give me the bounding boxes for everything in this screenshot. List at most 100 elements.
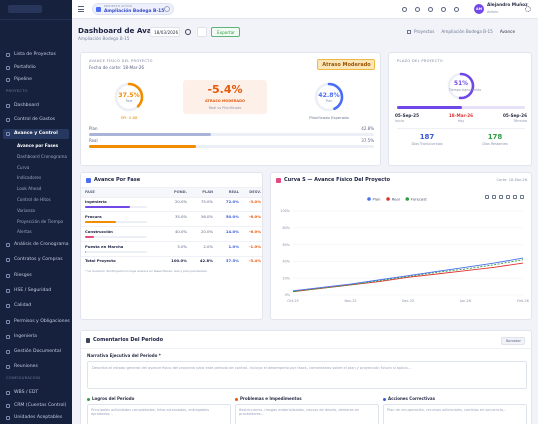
nav-item[interactable]: Dashboard (3, 101, 69, 111)
gauge (314, 82, 344, 112)
field-input[interactable]: Plan de recuperación, recursos adicional… (383, 404, 527, 424)
export-button[interactable]: Exportar (211, 27, 240, 37)
field-input[interactable]: Restricciones, riesgos materializados, c… (235, 404, 379, 424)
gauge-caption: Real (125, 99, 133, 103)
nav-item[interactable]: Dashboard Cronograma (3, 153, 69, 163)
bar-fill (89, 145, 196, 148)
chart-tool[interactable] (513, 195, 517, 199)
table-cell: 72.0% (225, 199, 239, 204)
row-divider (81, 241, 262, 242)
chart-tool[interactable] (499, 195, 503, 199)
nav-item[interactable]: Indicadores (3, 174, 69, 184)
card-icon (86, 338, 90, 343)
nav-item[interactable]: Avance y Control (3, 129, 69, 139)
table-cell: 1.0% (228, 244, 239, 249)
refresh-button[interactable] (197, 27, 207, 37)
legend-swatch (405, 197, 410, 201)
nav-label: Portafolio (14, 64, 36, 70)
chart-cutoff: Corte: 18-Mar-26 (496, 178, 527, 182)
date-input[interactable]: 18/03/2026 (150, 27, 180, 37)
chart-tool[interactable] (520, 195, 524, 199)
card-icon (86, 178, 91, 183)
nav-item[interactable]: Control de Hitos (3, 196, 69, 206)
project-selector[interactable]: PROYECTO ACTIVO Ampliación Bodega B-15 (92, 3, 174, 15)
nav-item[interactable]: Portafolio (3, 63, 69, 73)
nav-label: Avance y Control (14, 131, 58, 136)
card-comments: Comentarios Del Periodo Borrador Narrativa… (80, 330, 532, 424)
field-icon (383, 398, 386, 401)
toolbar-icon[interactable] (441, 7, 446, 12)
breadcrumb-item[interactable]: Proyectos (414, 29, 435, 34)
gauge-arc (114, 82, 144, 112)
nav-item[interactable]: Lista de Proyectos (3, 50, 69, 60)
toolbar-icon[interactable] (428, 7, 433, 12)
days-elapsed: 187 (419, 133, 435, 141)
nav-label: Análisis de Cronograma (14, 242, 69, 247)
nav-label: Riesgos (14, 272, 32, 278)
nav-item[interactable]: Gestión Documental (3, 347, 69, 357)
user-avatar[interactable]: AM (474, 4, 484, 14)
nav-item[interactable]: WBS / EDT (3, 388, 69, 398)
deviation-caption: Real vs Planificado (208, 106, 242, 110)
table-cell: 42.8% (199, 258, 213, 263)
series-line (292, 259, 524, 293)
chart-tool[interactable] (506, 195, 510, 199)
placeholder: Restricciones, riesgos materializados, c… (239, 408, 360, 417)
nav-item[interactable]: Unidades Aceptables (3, 413, 69, 423)
table-cell: -6.0% (248, 214, 261, 219)
nav-item[interactable]: Contratos y Compras (3, 255, 69, 265)
y-tick-label: 100% (280, 209, 290, 213)
nav-label: Reuniones (14, 364, 38, 370)
card-title: Avance Por Fase (94, 176, 141, 183)
menu-line (78, 8, 84, 10)
field-label: Acciones Correctivas (388, 396, 435, 401)
nav-label: Dashboard (14, 103, 39, 108)
table-cell: 20.0% (200, 229, 213, 234)
chart-tool[interactable] (485, 195, 489, 199)
toolbar-icon[interactable] (454, 7, 459, 12)
table-cell: Total Proyecto (85, 258, 116, 263)
nav-item[interactable]: Reuniones (3, 362, 69, 372)
nav-item[interactable]: Permisos y Obligaciones (3, 317, 70, 327)
settings-icon[interactable] (525, 6, 531, 12)
field-input[interactable]: Principales actividades completadas, hit… (87, 404, 231, 424)
table-cell: 37.5% (225, 258, 239, 263)
chart-tool[interactable] (492, 195, 496, 199)
card-title: Curva S — Avance Físico Del Proyecto (284, 176, 391, 183)
gauge-value: 37.5% (118, 92, 140, 99)
nav-item[interactable]: Avance por Fases (3, 142, 69, 152)
nav-item[interactable]: Curva (3, 164, 69, 174)
user-role: Admin (487, 10, 499, 14)
nav-label: Alertas (17, 229, 32, 235)
nav-label: WBS / EDT (14, 390, 39, 395)
menu-button[interactable] (78, 6, 84, 12)
breadcrumb-item[interactable]: Ampliación Bodega B-15 (441, 29, 493, 34)
calendar-button[interactable] (185, 29, 191, 35)
nav-item[interactable]: Ingeniería (3, 332, 69, 342)
nav-item[interactable]: Calidad (3, 301, 69, 311)
card-icon (276, 178, 281, 183)
page-subtitle: Ampliación Bodega B-15 (78, 36, 130, 41)
toolbar-icon[interactable] (415, 7, 420, 12)
field-icon (235, 398, 238, 401)
x-tick-label: Dec-25 (402, 299, 414, 303)
nav-item[interactable]: Look Ahead (3, 185, 69, 195)
nav-heading: PROYECTO (6, 89, 28, 93)
nav-item[interactable]: Proyección de Tiempo (3, 218, 69, 228)
nav-icon (6, 365, 10, 370)
table-cell: 75.0% (200, 199, 213, 204)
nav-item[interactable]: Pipeline (3, 75, 69, 85)
nav-icon (6, 403, 10, 408)
nav-item[interactable]: Alertas (3, 228, 69, 238)
nav-item[interactable]: Varianza (3, 207, 69, 217)
phase-bar (85, 236, 94, 238)
nav-item[interactable]: CRM (Cuentas Control) (3, 401, 69, 411)
nav-item[interactable]: Control de Gastos (3, 115, 69, 125)
toolbar-icon[interactable] (402, 7, 407, 12)
narrative-input[interactable]: Describa el estado general del avance fí… (87, 361, 527, 389)
nav-item[interactable]: HSE / Seguridad (3, 286, 69, 296)
nav-item[interactable]: Riesgos (3, 271, 69, 281)
legend-label: Plan (373, 196, 382, 201)
nav-item[interactable]: Análisis de Cronograma (3, 240, 69, 250)
card-title: PLAZO DEL PROYECTO (397, 59, 444, 63)
